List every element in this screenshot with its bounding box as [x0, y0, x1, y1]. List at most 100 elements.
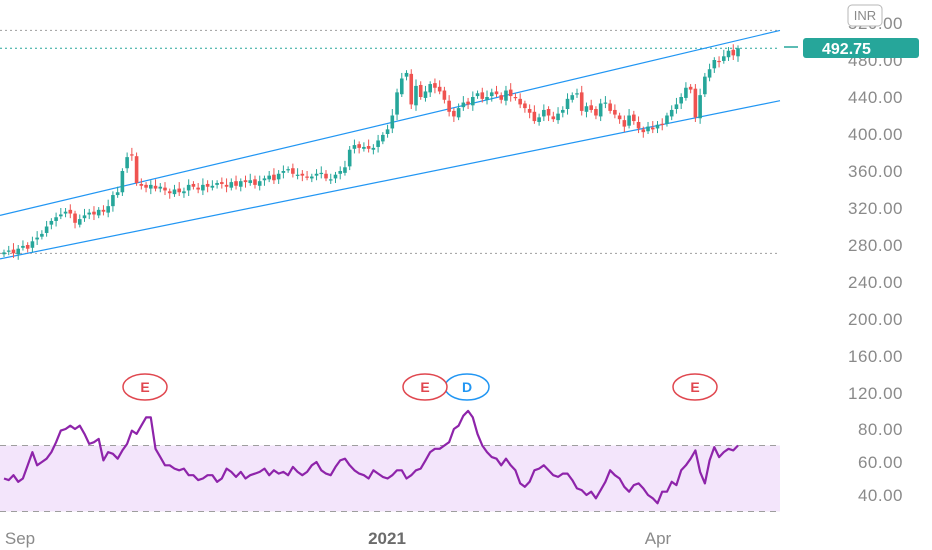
candle[interactable] [570, 92, 575, 103]
candle[interactable] [475, 90, 480, 99]
candle[interactable] [523, 100, 527, 113]
candle[interactable] [471, 91, 475, 111]
candle[interactable] [381, 132, 385, 145]
candle[interactable] [248, 173, 253, 186]
dividend-marker[interactable]: D [444, 373, 490, 401]
candle[interactable] [21, 240, 25, 251]
candle[interactable] [655, 121, 660, 134]
candle[interactable] [153, 179, 158, 192]
candle[interactable] [314, 169, 319, 181]
channel-lower-line[interactable] [0, 100, 781, 260]
candle[interactable] [608, 99, 612, 114]
candle[interactable] [272, 168, 276, 184]
candle[interactable] [276, 170, 281, 184]
candle[interactable] [499, 92, 504, 104]
candle[interactable] [106, 199, 110, 218]
candle[interactable] [575, 88, 579, 98]
candle[interactable] [286, 166, 290, 173]
candle[interactable] [220, 177, 224, 189]
candle[interactable] [120, 168, 125, 196]
channel-upper-line[interactable] [0, 29, 781, 216]
candle[interactable] [688, 84, 693, 94]
candle[interactable] [542, 104, 546, 122]
candle[interactable] [333, 171, 338, 184]
price-axis[interactable]: 520.00480.00440.00400.00360.00320.00280.… [848, 14, 903, 403]
candle[interactable] [485, 90, 489, 105]
candle[interactable] [390, 109, 395, 134]
candle[interactable] [489, 88, 494, 102]
candle[interactable] [627, 109, 631, 129]
candle[interactable] [357, 141, 361, 154]
candle[interactable] [115, 186, 120, 198]
candle[interactable] [560, 106, 565, 118]
candle[interactable] [428, 81, 432, 97]
candle[interactable] [371, 144, 376, 155]
candle[interactable] [707, 63, 712, 82]
candle[interactable] [291, 163, 295, 178]
candle[interactable] [480, 87, 485, 103]
candle[interactable] [546, 106, 551, 122]
candle[interactable] [504, 85, 508, 106]
candle[interactable] [253, 175, 257, 189]
candle[interactable] [579, 85, 584, 116]
candle[interactable] [338, 166, 343, 180]
candle[interactable] [650, 121, 655, 134]
candle[interactable] [418, 81, 423, 100]
candle[interactable] [395, 88, 399, 121]
candle[interactable] [196, 183, 200, 194]
candle[interactable] [139, 178, 144, 190]
candle[interactable] [215, 180, 219, 189]
candle[interactable] [49, 218, 54, 230]
candle[interactable] [310, 173, 314, 183]
candle[interactable] [613, 104, 617, 119]
candle[interactable] [77, 214, 82, 228]
candle[interactable] [25, 242, 30, 253]
candle[interactable] [603, 96, 608, 109]
candle[interactable] [447, 95, 451, 117]
candle[interactable] [589, 99, 593, 113]
candle[interactable] [295, 168, 300, 180]
candle[interactable] [513, 93, 518, 101]
candle[interactable] [2, 249, 6, 258]
currency-badge[interactable]: INR [847, 4, 883, 27]
candle[interactable] [660, 118, 665, 131]
candle[interactable] [224, 178, 229, 193]
candle[interactable] [267, 171, 271, 183]
candle[interactable] [201, 178, 205, 196]
candle[interactable] [210, 180, 215, 191]
candle[interactable] [6, 245, 11, 256]
candle[interactable] [669, 105, 674, 121]
candle[interactable] [584, 102, 589, 118]
candle[interactable] [186, 179, 191, 196]
candle[interactable] [466, 97, 470, 110]
candle[interactable] [565, 93, 570, 115]
candle[interactable] [82, 208, 87, 222]
candle[interactable] [598, 98, 603, 122]
candle[interactable] [433, 78, 437, 94]
candle[interactable] [343, 160, 347, 176]
candle[interactable] [556, 107, 560, 124]
candle[interactable] [399, 72, 404, 97]
candle[interactable] [385, 124, 390, 138]
rsi-line[interactable] [3, 409, 739, 505]
candle[interactable] [167, 188, 172, 199]
candle[interactable] [63, 208, 68, 218]
earnings-marker[interactable]: E [672, 373, 718, 401]
candle[interactable] [352, 139, 357, 154]
candle[interactable] [328, 173, 333, 184]
candle[interactable] [537, 113, 541, 126]
candle[interactable] [149, 180, 153, 195]
candle[interactable] [229, 178, 234, 191]
candle[interactable] [703, 72, 707, 97]
candle[interactable] [257, 175, 262, 191]
candle[interactable] [11, 243, 16, 258]
candle[interactable] [632, 110, 636, 125]
candle[interactable] [305, 171, 309, 181]
candle[interactable] [111, 191, 115, 212]
candle[interactable] [163, 182, 167, 196]
candle[interactable] [721, 49, 726, 64]
candle[interactable] [646, 121, 650, 134]
candle[interactable] [726, 47, 731, 61]
candle[interactable] [452, 108, 456, 122]
candle[interactable] [518, 93, 522, 109]
